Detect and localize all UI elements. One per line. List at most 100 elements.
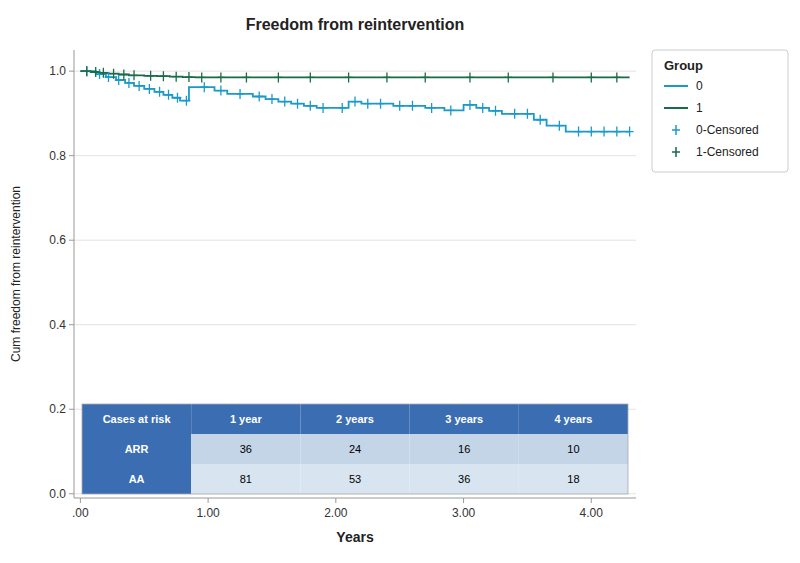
censor-mark: [587, 72, 595, 82]
y-axis-label: Cum freedom from reintervention: [9, 186, 23, 362]
censor-mark: [306, 72, 314, 82]
x-tick-label: .00: [72, 506, 89, 520]
censor-mark: [466, 72, 474, 82]
censor-mark: [364, 99, 372, 109]
table-cell-text: 36: [458, 473, 470, 485]
censor-mark: [99, 68, 107, 78]
censor-mark: [217, 86, 225, 96]
axes: .001.002.003.004.000.00.20.40.60.81.0: [49, 50, 636, 520]
table-cell-text: 36: [240, 443, 252, 455]
x-tick: [80, 498, 81, 503]
x-tick-label: 2.00: [324, 506, 348, 520]
table-row-label: ARR: [125, 443, 149, 455]
x-tick: [591, 498, 592, 503]
table-header-text: 4 years: [554, 413, 592, 425]
censor-mark: [306, 101, 314, 111]
censor-mark: [345, 72, 353, 82]
x-tick: [463, 498, 464, 503]
table-header-text: 3 years: [445, 413, 483, 425]
censor-mark: [613, 72, 621, 82]
table-border: [82, 404, 628, 494]
table-cell-text: 24: [349, 443, 361, 455]
censor-mark: [92, 67, 100, 77]
table-header-cell: [410, 404, 519, 434]
censor-mark: [115, 75, 123, 85]
censor-mark: [383, 72, 391, 82]
censor-mark: [83, 66, 91, 76]
table-header-cell: [191, 404, 300, 434]
grid: [74, 71, 636, 494]
censor-mark: [600, 127, 608, 137]
table-cell: [300, 464, 409, 494]
legend-label: 0-Censored: [696, 123, 759, 137]
table-header-text: 2 years: [336, 413, 374, 425]
grid-line: [74, 155, 636, 156]
censor-mark: [255, 91, 263, 101]
censor-mark: [421, 72, 429, 82]
data-area: [80, 66, 633, 136]
censor-mark: [492, 106, 500, 116]
legend-swatch: [664, 107, 688, 109]
legend-swatch: [672, 125, 680, 135]
censor-mark: [172, 72, 180, 82]
legend: Group010-Censored1-Censored: [652, 50, 788, 172]
table-header-cell: [519, 404, 628, 434]
x-axis-label: Years: [336, 529, 374, 545]
legend-label: 1: [696, 101, 703, 115]
censor-mark: [274, 72, 282, 82]
table-cell: [519, 434, 628, 464]
table-cell-text: 18: [567, 473, 579, 485]
censor-mark: [351, 97, 359, 107]
table-cell: [410, 434, 519, 464]
censor-mark: [198, 72, 206, 82]
y-tick-label: 0.8: [49, 149, 66, 163]
table-cell-text: 53: [349, 473, 361, 485]
y-tick-label: 1.0: [49, 64, 66, 78]
censor-mark: [587, 127, 595, 137]
censor-mark: [120, 70, 128, 80]
y-tick: [69, 324, 74, 325]
censor-mark: [319, 103, 327, 113]
censor-mark: [96, 69, 104, 79]
censor-mark: [466, 100, 474, 110]
table-cell: [191, 464, 300, 494]
censor-mark: [147, 71, 155, 81]
censor-mark: [268, 94, 276, 104]
censor-mark: [165, 90, 173, 100]
x-tick: [208, 498, 209, 503]
table-cell-text: 10: [567, 443, 579, 455]
censor-mark: [200, 82, 208, 92]
censor-mark: [173, 93, 181, 103]
legend-swatch: [664, 85, 688, 87]
table-row-label: AA: [129, 473, 145, 485]
y-tick: [69, 409, 74, 410]
censor-mark: [338, 103, 346, 113]
legend-box: [652, 50, 788, 172]
x-tick: [335, 498, 336, 503]
censor-mark: [396, 101, 404, 111]
censor-mark: [110, 69, 118, 79]
table-cell: [300, 434, 409, 464]
table-cell: [82, 434, 191, 464]
censor-mark: [185, 72, 193, 82]
censor-mark: [236, 89, 244, 99]
y-tick-label: 0.2: [49, 402, 66, 416]
censor-mark: [125, 78, 133, 88]
censor-mark: [145, 84, 153, 94]
legend-swatch: [672, 147, 680, 157]
censor-mark: [130, 70, 138, 80]
grid-line: [74, 71, 636, 72]
censor-mark: [575, 127, 583, 137]
censor-mark: [408, 101, 416, 111]
legend-label: 1-Censored: [696, 145, 759, 159]
y-tick-label: 0.6: [49, 233, 66, 247]
censor-mark: [447, 105, 455, 115]
censor-mark: [549, 72, 557, 82]
censor-mark: [156, 87, 164, 97]
series-line: [80, 71, 629, 131]
y-tick: [69, 493, 74, 494]
y-tick: [69, 155, 74, 156]
censor-mark: [242, 72, 250, 82]
table-cell: [82, 464, 191, 494]
censor-mark: [626, 127, 634, 137]
